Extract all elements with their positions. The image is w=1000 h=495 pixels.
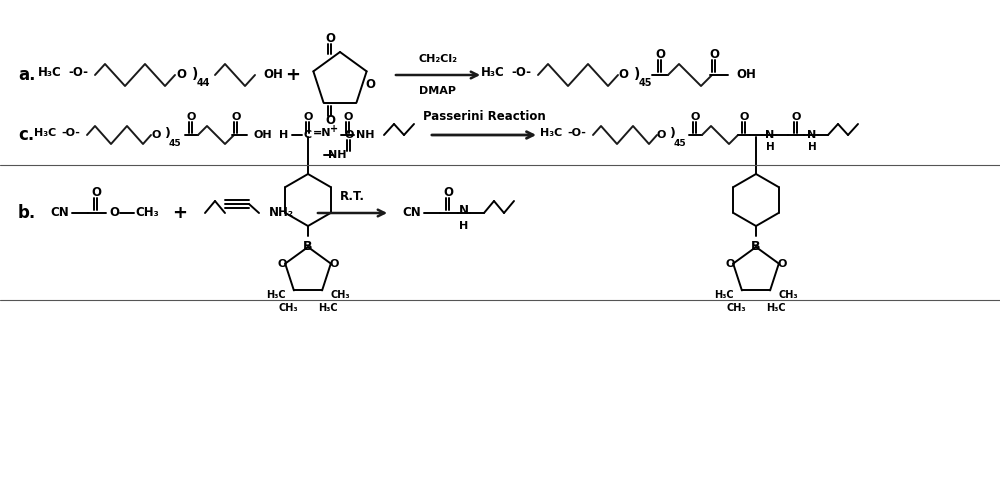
Text: O: O (791, 112, 801, 122)
Text: NH₂: NH₂ (269, 206, 294, 219)
Text: H: H (766, 142, 774, 152)
Text: 44: 44 (196, 78, 210, 88)
Text: NH: NH (356, 130, 374, 140)
Text: NH: NH (328, 150, 346, 160)
Text: H₃C: H₃C (540, 128, 562, 138)
Text: DMAP: DMAP (420, 86, 456, 96)
Text: OH: OH (254, 130, 273, 140)
Text: O: O (690, 112, 700, 122)
Text: CH₃: CH₃ (330, 291, 350, 300)
Text: =N: =N (313, 128, 331, 138)
Text: C: C (304, 130, 312, 140)
Text: H₃C: H₃C (318, 303, 338, 313)
Text: H: H (808, 142, 816, 152)
Text: O: O (655, 49, 665, 61)
Text: O: O (303, 112, 313, 122)
Text: CN: CN (402, 206, 421, 219)
Text: N: N (459, 204, 469, 217)
Text: ): ) (634, 67, 640, 81)
Text: CN: CN (50, 206, 69, 219)
Text: O: O (277, 258, 287, 269)
Text: 45: 45 (169, 139, 181, 148)
Text: O: O (443, 187, 453, 199)
Text: -O-: -O- (568, 128, 586, 138)
Text: CH₂Cl₂: CH₂Cl₂ (418, 54, 458, 64)
Text: +: + (286, 66, 300, 84)
Text: b.: b. (18, 204, 36, 222)
Text: O: O (325, 114, 335, 128)
Text: a.: a. (18, 66, 36, 84)
Text: H₃C: H₃C (481, 66, 505, 80)
Text: ): ) (670, 128, 676, 141)
Text: H₃C: H₃C (266, 291, 286, 300)
Text: N: N (807, 130, 817, 140)
Text: O: O (725, 258, 735, 269)
Text: O: O (151, 130, 161, 140)
Text: H: H (279, 130, 289, 140)
Text: O: O (109, 206, 119, 219)
Text: OH: OH (736, 68, 756, 82)
Text: 45: 45 (674, 139, 686, 148)
Text: +: + (330, 124, 338, 134)
Text: OH: OH (263, 68, 283, 82)
Text: R.T.: R.T. (340, 191, 365, 203)
Text: O: O (176, 68, 186, 82)
Text: O: O (91, 187, 101, 199)
Text: CH₃: CH₃ (135, 206, 159, 219)
Text: -O-: -O- (62, 128, 80, 138)
Text: H₃C: H₃C (38, 66, 62, 80)
Text: H₃C: H₃C (714, 291, 734, 300)
Text: B: B (751, 240, 761, 252)
Text: O: O (365, 78, 375, 91)
Text: 45: 45 (638, 78, 652, 88)
Text: O: O (329, 258, 339, 269)
Text: O: O (777, 258, 787, 269)
Text: H₃C: H₃C (34, 128, 56, 138)
Text: ): ) (165, 128, 171, 141)
Text: H: H (459, 221, 469, 231)
Text: O: O (618, 68, 628, 82)
Text: O: O (231, 112, 241, 122)
Text: CH₃: CH₃ (278, 303, 298, 313)
Text: H₃C: H₃C (766, 303, 786, 313)
Text: O: O (709, 49, 719, 61)
Text: O: O (325, 33, 335, 46)
Text: ): ) (192, 67, 198, 81)
Text: O: O (739, 112, 749, 122)
Text: O: O (344, 130, 354, 140)
Text: N: N (765, 130, 775, 140)
Text: +: + (173, 204, 188, 222)
Text: O: O (656, 130, 666, 140)
Text: B: B (303, 240, 313, 252)
Text: O: O (186, 112, 196, 122)
Text: O: O (343, 112, 353, 122)
Text: Passerini Reaction: Passerini Reaction (423, 110, 545, 123)
Text: CH₃: CH₃ (778, 291, 798, 300)
Text: c.: c. (18, 126, 34, 144)
Text: -O-: -O- (511, 66, 531, 80)
Text: CH₃: CH₃ (726, 303, 746, 313)
Text: -O-: -O- (68, 66, 88, 80)
